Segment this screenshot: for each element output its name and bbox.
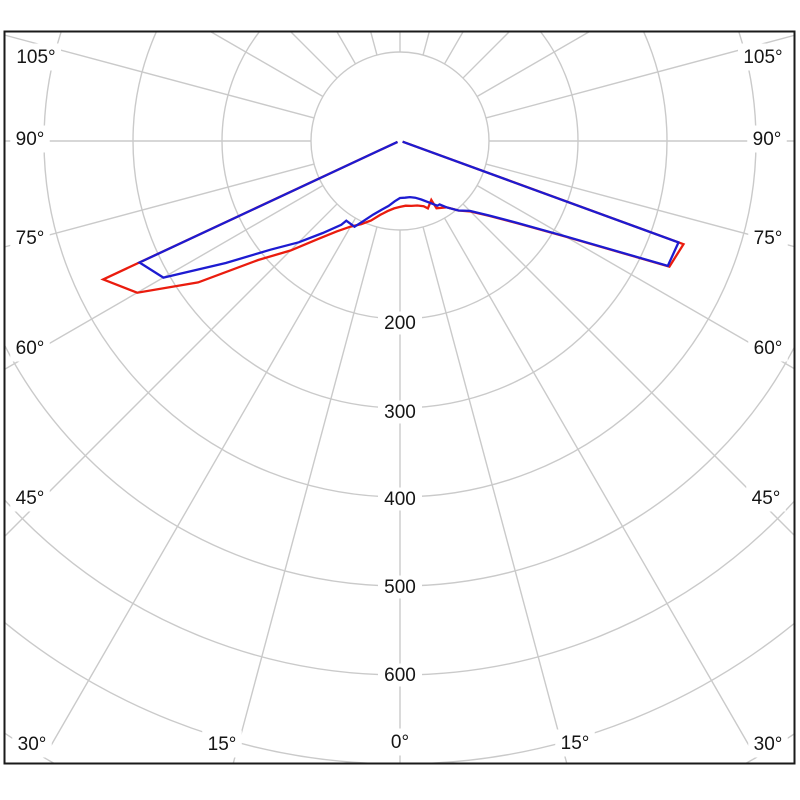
- radial-label-2: 400: [384, 489, 416, 510]
- angle-label-14: 30°: [754, 734, 783, 755]
- angle-label-11: 15°: [208, 734, 237, 755]
- angle-label-1: 90°: [16, 129, 45, 150]
- grid-ray-30: [443, 217, 757, 758]
- angle-label-5: 105°: [743, 47, 782, 68]
- angle-label-3: 60°: [16, 338, 45, 359]
- plot-border: [3, 30, 796, 765]
- axis-labels: 105° 90° 75° 60° 45° 105° 90° 75° 60° 45° 30° 15° 0°…: [16, 47, 783, 755]
- angle-label-0: 105°: [16, 47, 55, 68]
- radial-label-0: 200: [384, 313, 416, 334]
- radial-label-3: 500: [384, 577, 416, 598]
- angle-label-12: 0°: [391, 732, 409, 753]
- angle-label-7: 75°: [754, 228, 783, 249]
- grid-ray-240: [210, 32, 324, 98]
- radial-label-1: 300: [384, 402, 416, 423]
- angle-label-6: 90°: [753, 129, 782, 150]
- grid-ray-15: [422, 226, 568, 763]
- grid-ray-345: [232, 226, 378, 763]
- grid-ray-120: [476, 32, 590, 98]
- grid-ray-330: [43, 217, 357, 758]
- label-masks: [10, 43, 788, 758]
- grid-ray-255: [5, 34, 315, 119]
- grid-ray-105: [485, 34, 794, 119]
- grid-ray-45: [462, 203, 794, 536]
- curve-blue: [137, 140, 681, 279]
- angle-label-4: 45°: [16, 488, 45, 509]
- angle-label-9: 45°: [752, 488, 781, 509]
- grid-ray-315: [5, 203, 338, 537]
- angle-label-10: 30°: [18, 734, 47, 755]
- angle-label-2: 75°: [16, 228, 45, 249]
- radial-label-4: 600: [384, 665, 416, 686]
- angle-label-8: 60°: [754, 338, 783, 359]
- angle-label-13: 15°: [561, 733, 590, 754]
- grid-ray-300: [5, 184, 324, 370]
